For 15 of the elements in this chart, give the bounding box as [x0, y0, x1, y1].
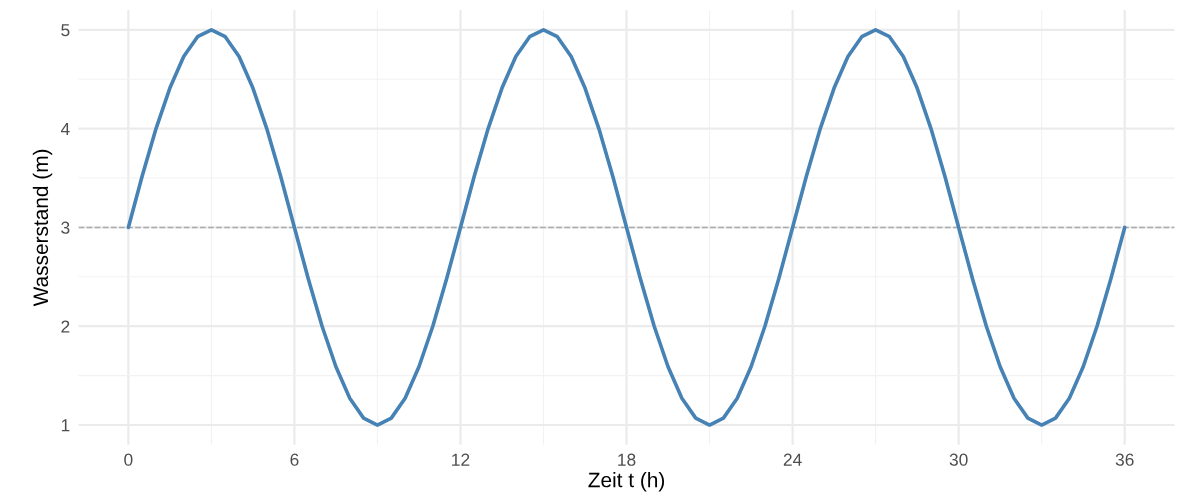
y-axis-title: Wasserstand (m): [32, 149, 53, 307]
y-tick-label: 3: [61, 221, 70, 234]
x-tick-label: 12: [452, 453, 470, 466]
x-tick-label: 30: [949, 453, 968, 466]
x-tick-label: 6: [290, 453, 299, 466]
y-tick-label: 4: [60, 122, 70, 135]
y-tick-label: 2: [61, 320, 70, 333]
line-series: [126, 27, 1127, 427]
x-tick-label: 24: [783, 453, 802, 466]
x-tick-label: 0: [124, 453, 133, 466]
x-tick-label: 18: [618, 453, 636, 466]
x-tick-label: 36: [1115, 453, 1134, 466]
y-tick-label: 1: [61, 419, 70, 432]
y-tick-label: 5: [61, 24, 70, 37]
x-axis-title: Zeit t (h): [588, 472, 665, 492]
